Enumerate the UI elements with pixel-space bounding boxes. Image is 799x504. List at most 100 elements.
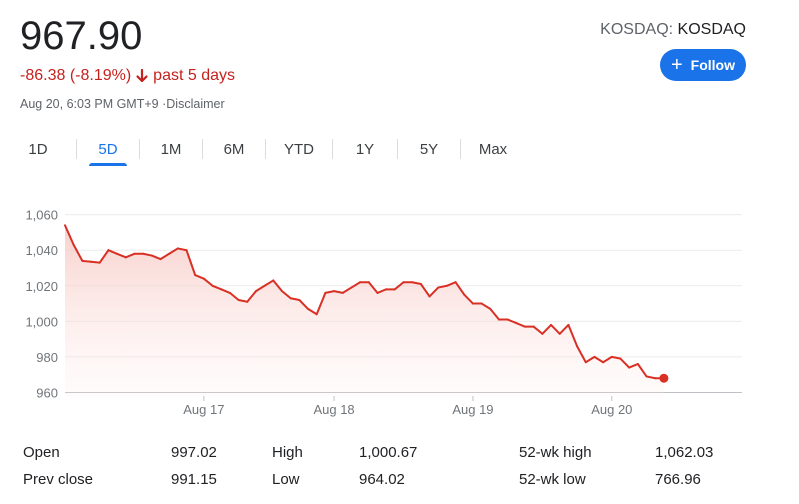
price-line-segment — [350, 281, 362, 289]
stat-low-value: 964.02 — [359, 471, 405, 488]
price-line-segment — [81, 259, 93, 263]
price-line-segment — [567, 323, 579, 348]
follow-button[interactable]: + Follow — [660, 49, 746, 81]
price-line-segment — [437, 284, 448, 289]
tab-label: 1M — [160, 140, 182, 158]
price-line-segment — [307, 307, 318, 316]
price-line-segment — [619, 357, 631, 369]
price-line-segment — [194, 274, 205, 280]
tab-divider — [397, 139, 398, 159]
price-line-segment — [272, 279, 283, 293]
x-tick-label: Aug 18 — [313, 402, 354, 417]
price-line-segment — [333, 290, 344, 294]
tab-max[interactable]: Max — [461, 132, 525, 166]
price-line-segment — [289, 297, 301, 301]
stat-high-label: High — [272, 444, 303, 461]
y-tick-label: 1,060 — [25, 208, 58, 223]
price-line-segment — [237, 299, 249, 303]
exchange-label: KOSDAQ: — [600, 21, 674, 38]
price-line-segment — [584, 355, 596, 364]
tab-5y[interactable]: 5Y — [398, 132, 460, 166]
separator-dot: · — [162, 97, 167, 111]
tab-label: 1D — [28, 140, 48, 158]
stat-open-value: 997.02 — [171, 444, 217, 461]
price-line-segment — [98, 249, 110, 264]
arrow-down-icon — [136, 68, 148, 83]
disclaimer-link[interactable]: Disclaimer — [166, 97, 225, 111]
tab-ytd[interactable]: YTD — [266, 132, 332, 166]
tab-1m[interactable]: 1M — [140, 132, 202, 166]
price-line-segment — [428, 286, 440, 298]
stat-52wk-low-label: 52-wk low — [519, 471, 586, 488]
price-line-segment — [142, 252, 153, 257]
price-line-segment — [610, 355, 622, 360]
y-tick-label: 1,020 — [25, 279, 58, 294]
price-line-segment — [220, 288, 231, 294]
tab-label: Max — [478, 140, 508, 158]
price-line-segment — [506, 318, 518, 325]
price-line-segment — [628, 363, 639, 369]
y-tick-label: 1,000 — [25, 314, 58, 329]
tab-6m[interactable]: 6M — [203, 132, 265, 166]
price-line-segment — [116, 252, 127, 259]
change-value: -86.38 (-8.19%) — [20, 67, 132, 84]
tab-label: 5Y — [419, 140, 439, 158]
price-line-segment — [315, 291, 327, 316]
price-line-segment — [393, 281, 405, 291]
price-line-segment — [550, 323, 561, 335]
stat-52wk-high-label: 52-wk high — [519, 444, 592, 461]
stat-52wk-high-value: 1,062.03 — [655, 444, 714, 461]
current-price: 967.90 — [20, 14, 143, 58]
price-line-segment — [636, 363, 648, 378]
tab-label: YTD — [284, 140, 314, 158]
tab-divider — [332, 139, 333, 159]
plus-icon: + — [670, 54, 683, 76]
timestamp-text: Aug 20, 6:03 PM GMT+9 — [20, 97, 159, 111]
last-price-dot — [659, 373, 669, 383]
price-line-segment — [367, 281, 379, 294]
price-line-segment — [246, 290, 257, 303]
price-line-segment — [532, 325, 544, 335]
price-line-segment — [593, 355, 605, 364]
tab-label: 1Y — [355, 140, 375, 158]
price-line-segment — [419, 283, 431, 298]
exchange-ticker: KOSDAQ: KOSDAQ — [600, 21, 746, 39]
tab-label: 6M — [223, 140, 245, 158]
tab-1d[interactable]: 1D — [0, 132, 76, 166]
price-line-segment — [541, 323, 553, 335]
price-line-segment — [411, 281, 422, 285]
stat-prev-close-value: 991.15 — [171, 471, 217, 488]
quote-timestamp: Aug 20, 6:03 PM GMT+9 ·Disclaimer — [20, 97, 225, 111]
price-line-segment — [263, 279, 275, 287]
y-tick-label: 960 — [36, 385, 58, 400]
tab-divider — [460, 139, 461, 159]
price-line-segment — [254, 284, 266, 293]
price-line-segment — [324, 290, 336, 294]
price-line-segment — [107, 249, 119, 255]
tab-divider — [139, 139, 140, 159]
price-line-segment — [298, 299, 310, 310]
price-line-segment — [90, 260, 101, 264]
price-line-segment — [72, 243, 84, 262]
tab-1y[interactable]: 1Y — [333, 132, 397, 166]
tab-divider — [202, 139, 203, 159]
price-line-segment — [454, 281, 466, 296]
price-line-segment — [645, 375, 657, 380]
price-line-segment — [150, 254, 162, 261]
price-line-segment — [341, 286, 353, 294]
price-line-segment — [480, 302, 492, 310]
price-line-segment — [515, 322, 527, 328]
stat-high-value: 1,000.67 — [359, 444, 418, 461]
y-tick-label: 980 — [36, 350, 58, 365]
stat-52wk-low-value: 766.96 — [655, 471, 701, 488]
price-line-segment — [576, 345, 587, 364]
y-tick-label: 1,040 — [25, 243, 58, 258]
stats-row-2: Prev close 991.15 Low 964.02 52-wk low 7… — [0, 471, 799, 495]
price-line-segment — [185, 249, 197, 277]
price-chart[interactable]: 960 980 1,000 1,020 1,040 1,060 Aug 17 Aug 18 A… — [0, 196, 799, 428]
tab-5d[interactable]: 5D — [77, 132, 139, 166]
stat-open-label: Open — [23, 444, 60, 461]
change-period: past 5 days — [153, 67, 235, 84]
price-line-segment — [280, 290, 292, 300]
x-tick-label: Aug 20 — [591, 402, 632, 417]
